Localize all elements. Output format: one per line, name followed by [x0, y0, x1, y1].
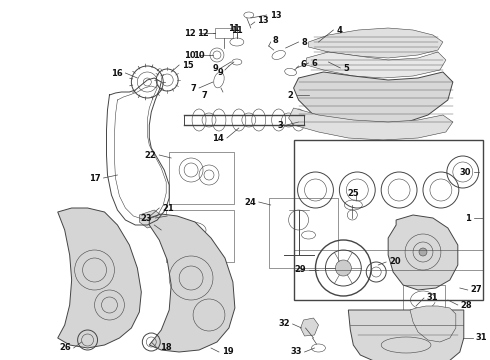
Polygon shape [149, 214, 235, 352]
Circle shape [335, 260, 351, 276]
Text: 17: 17 [89, 174, 100, 183]
Polygon shape [307, 52, 446, 78]
Text: 10: 10 [194, 50, 205, 59]
Text: 23: 23 [141, 213, 152, 222]
Text: 22: 22 [145, 150, 156, 159]
Bar [166, 210, 234, 262]
Text: 14: 14 [212, 134, 224, 143]
Text: 28: 28 [461, 301, 472, 310]
Bar [294, 140, 483, 300]
Text: 1: 1 [465, 213, 471, 222]
Bar [403, 285, 445, 317]
Text: 15: 15 [182, 60, 194, 69]
Polygon shape [289, 108, 453, 140]
Text: 25: 25 [347, 189, 359, 198]
Text: 13: 13 [257, 15, 269, 24]
Text: 9: 9 [212, 63, 218, 72]
Polygon shape [388, 215, 458, 290]
Text: 7: 7 [190, 84, 196, 93]
Text: 8: 8 [301, 37, 307, 46]
Text: 13: 13 [270, 10, 281, 19]
Text: 26: 26 [59, 343, 71, 352]
Text: 30: 30 [459, 167, 471, 176]
Text: 10: 10 [184, 50, 196, 59]
Text: 4: 4 [337, 26, 343, 35]
Text: 9: 9 [217, 68, 223, 77]
Text: 11: 11 [228, 23, 240, 32]
Bar [269, 198, 339, 268]
Text: 7: 7 [201, 90, 207, 99]
Text: 8: 8 [273, 36, 278, 45]
Polygon shape [139, 210, 161, 228]
Text: 6: 6 [300, 59, 306, 68]
Text: 31: 31 [476, 333, 488, 342]
Text: 24: 24 [244, 198, 256, 207]
Bar [215, 28, 233, 38]
Text: 18: 18 [160, 343, 172, 352]
Circle shape [419, 248, 427, 256]
Text: 31: 31 [427, 293, 439, 302]
Text: 16: 16 [111, 68, 122, 77]
Polygon shape [348, 310, 464, 360]
Text: 6: 6 [312, 59, 318, 68]
Text: 32: 32 [278, 320, 290, 328]
Text: 33: 33 [290, 347, 301, 356]
Text: 27: 27 [471, 285, 482, 294]
Text: 5: 5 [343, 63, 349, 72]
Text: 3: 3 [278, 121, 284, 130]
Bar [169, 152, 234, 204]
Text: 29: 29 [294, 266, 306, 274]
Text: 12: 12 [184, 28, 196, 37]
Polygon shape [410, 306, 456, 342]
Text: 19: 19 [222, 347, 234, 356]
Polygon shape [300, 318, 318, 336]
Text: 2: 2 [288, 90, 294, 99]
Polygon shape [309, 28, 443, 58]
Text: 20: 20 [389, 257, 401, 266]
Polygon shape [58, 208, 141, 348]
Text: 12: 12 [197, 28, 209, 37]
Polygon shape [294, 72, 453, 128]
Text: 11: 11 [231, 26, 243, 35]
Text: 21: 21 [162, 203, 174, 212]
